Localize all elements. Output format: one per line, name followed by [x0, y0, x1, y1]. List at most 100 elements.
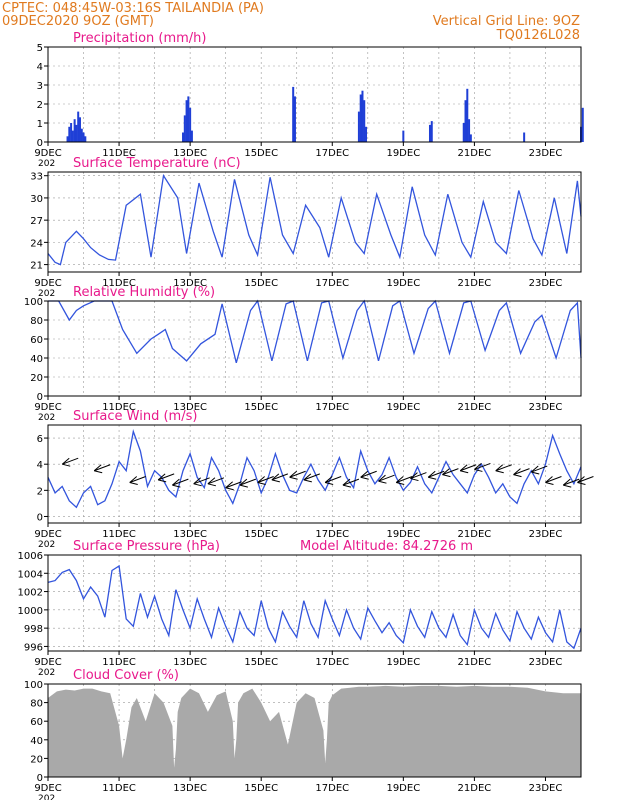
precip-bar: [363, 100, 366, 142]
y-tick-label: 40: [30, 736, 43, 747]
cloud-panel: 0 20 40 60 80 100 9DEC 11DEC 13DEC 15DEC 17DEC 19DE…: [24, 668, 582, 800]
precip-bar: [466, 88, 469, 142]
wind-arrow: [395, 476, 413, 485]
x-tick-label: 17DEC: [315, 783, 349, 794]
x-tick-label: 9DEC: [34, 148, 61, 159]
wind-arrow: [324, 476, 342, 485]
precip-bar: [189, 107, 192, 142]
plot-frame: [47, 554, 582, 652]
y-tick-label: 1004: [18, 569, 43, 580]
wind-arrow: [513, 468, 530, 478]
y-tick-label: 0: [37, 392, 43, 403]
precip-bar: [430, 121, 433, 142]
plot-frame: [47, 300, 582, 397]
precip-bar: [78, 117, 81, 142]
wind-arrow: [239, 478, 257, 488]
x-tick-label: 11DEC: [102, 278, 136, 289]
precip-bar: [183, 115, 186, 142]
precip-bar: [182, 132, 185, 142]
x-tick-label: 23DEC: [529, 529, 563, 540]
plot-frame: [47, 424, 582, 524]
x-tick-label: 23DEC: [529, 148, 563, 159]
x-tick-label: 23DEC: [529, 278, 563, 289]
pressure-title: Surface Pressure (hPa): [73, 539, 220, 554]
y-tick-label: 60: [30, 717, 43, 728]
precip-bar: [293, 96, 296, 142]
wind-arrow: [207, 477, 225, 487]
y-tick-label: 30: [30, 194, 43, 205]
precip-bar: [464, 100, 467, 142]
cloud-cover-area: [48, 685, 581, 777]
y-tick-label: 996: [24, 642, 43, 653]
header-grid-note: Vertical Grid Line: 9OZ: [433, 14, 580, 29]
y-tick-label: 0: [37, 773, 43, 784]
y-tick-label: 6: [37, 434, 43, 445]
x-tick-label: 23DEC: [529, 402, 563, 413]
precip-bar: [468, 119, 471, 142]
y-tick-label: 1006: [18, 551, 43, 562]
precip-bar: [77, 111, 80, 142]
x-tick-label: 21DEC: [458, 148, 492, 159]
x-tick-label: 15DEC: [244, 278, 278, 289]
precip-bar: [581, 107, 584, 142]
x-tick-label: 11DEC: [102, 529, 136, 540]
x-tick-label: 15DEC: [244, 402, 278, 413]
precip-bar: [66, 136, 69, 142]
wind-arrow: [410, 472, 427, 482]
y-tick-label: 4: [37, 62, 43, 73]
x-tick-label: 13DEC: [173, 657, 207, 668]
precip-bar: [428, 124, 431, 142]
wind-arrow: [172, 478, 189, 488]
temperature-panel: 21 24 27 30 33 9DEC 11DEC 13DEC 15DEC 17DEC 19DEC 2…: [30, 156, 582, 299]
wind-arrow: [474, 462, 491, 472]
wind-arrow: [427, 470, 445, 480]
x-tick-label: 17DEC: [315, 148, 349, 159]
x-tick-label: 21DEC: [458, 402, 492, 413]
model-altitude-label: Model Altitude: 84.2726 m: [300, 539, 473, 554]
x-tick-label: 19DEC: [386, 529, 420, 540]
precipitation-panel: 0 1 2 3 4 5 9DEC 11DEC 13DEC 15DEC 17DEC 19DEC 21DEC…: [34, 31, 584, 169]
wind-arrow: [378, 474, 395, 484]
precip-bar: [71, 130, 74, 142]
precip-bar: [365, 126, 368, 142]
precip-bar: [462, 123, 465, 142]
header-date: 09DEC2020 9OZ (GMT): [2, 14, 154, 29]
wind-arrow: [93, 464, 111, 474]
x-tick-label: 21DEC: [458, 783, 492, 794]
x-tick-label: 9DEC: [34, 278, 61, 289]
temperature-title: Surface Temperature (nC): [73, 156, 241, 171]
y-tick-label: 2: [37, 486, 43, 497]
x-tick-label: 23DEC: [529, 783, 563, 794]
y-tick-label: 0: [37, 138, 43, 149]
wind-panel: 0 2 4 6 9DEC 11DEC 13DEC 15DEC 17DEC 19DEC 21DEC 23…: [34, 409, 594, 550]
x-tick-label: 15DEC: [244, 148, 278, 159]
x-tick-label: 15DEC: [244, 657, 278, 668]
y-tick-label: 80: [30, 316, 43, 327]
plot-frame: [47, 171, 582, 273]
x-tick-label: 15DEC: [244, 529, 278, 540]
header-model-code: TQ0126L028: [496, 28, 580, 43]
x-tick-label: 21DEC: [458, 657, 492, 668]
x-tick-label: 13DEC: [173, 278, 207, 289]
x-tick-label: 21DEC: [458, 529, 492, 540]
x-tick-label: 17DEC: [315, 657, 349, 668]
x-tick-label: 17DEC: [315, 529, 349, 540]
y-tick-label: 24: [30, 238, 43, 249]
precipitation-title: Precipitation (mm/h): [73, 31, 206, 46]
x-tick-label: 11DEC: [102, 402, 136, 413]
x-tick-label: 19DEC: [386, 783, 420, 794]
wind-arrow: [442, 468, 459, 478]
y-tick-label: 1002: [18, 588, 43, 599]
y-tick-label: 100: [24, 297, 43, 308]
y-tick-label: 998: [24, 624, 43, 635]
pressure-line: [47, 564, 582, 650]
wind-arrow: [360, 470, 377, 480]
y-tick-label: 33: [30, 172, 43, 183]
humidity-title: Relative Humidity (%): [73, 285, 215, 300]
wind-arrow: [257, 476, 274, 485]
wind-arrow: [225, 481, 242, 491]
precip-bar: [75, 124, 78, 142]
wind-arrow: [562, 478, 580, 488]
wind-arrow: [157, 473, 175, 483]
precip-bar: [187, 96, 190, 142]
